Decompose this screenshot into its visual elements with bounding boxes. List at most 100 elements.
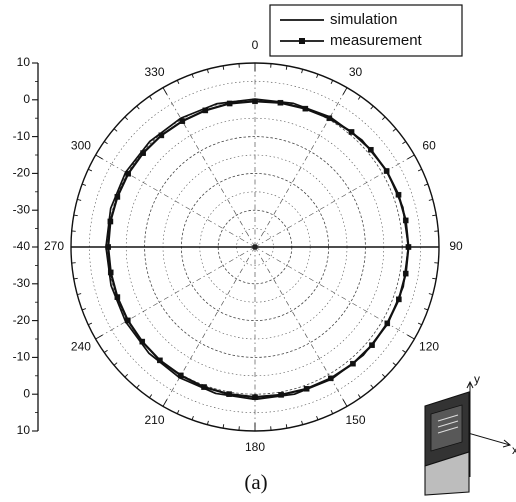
measurement-point-110 bbox=[396, 296, 402, 303]
angular-tick bbox=[81, 183, 87, 186]
measurement-point-280 bbox=[107, 218, 114, 225]
angular-tick bbox=[113, 362, 118, 366]
angular-tick bbox=[370, 384, 374, 389]
measurement-point-240 bbox=[125, 317, 131, 324]
angular-tick bbox=[392, 128, 397, 132]
angular-tick bbox=[342, 87, 348, 95]
angular-tick bbox=[136, 105, 140, 110]
angular-tick bbox=[432, 277, 437, 280]
angular-tick bbox=[73, 214, 78, 217]
inset-device-bottom bbox=[424, 451, 470, 496]
figure-caption: (a) bbox=[244, 470, 267, 494]
angular-tick bbox=[162, 87, 168, 95]
measurement-point-40 bbox=[348, 129, 355, 135]
angle-label-120: 120 bbox=[419, 340, 439, 354]
angular-tick bbox=[222, 424, 225, 429]
measurement-point-170 bbox=[278, 392, 284, 398]
legend-simulation-label: simulation bbox=[330, 11, 398, 28]
device-inset-illustration: yx bbox=[424, 372, 516, 496]
angular-tick bbox=[113, 128, 118, 132]
radial-spoke bbox=[254, 246, 348, 407]
angular-tick bbox=[73, 277, 78, 280]
radial-scale-label: -20 bbox=[13, 166, 31, 180]
angular-tick bbox=[428, 293, 433, 296]
angular-tick bbox=[285, 424, 288, 429]
angular-tick bbox=[423, 183, 429, 186]
angular-tick bbox=[417, 322, 422, 326]
angular-tick bbox=[407, 154, 415, 160]
angular-tick bbox=[206, 420, 209, 425]
angular-tick bbox=[381, 373, 386, 378]
angle-label-90: 90 bbox=[449, 239, 463, 253]
legend-box: simulation measurement bbox=[269, 4, 463, 57]
grid-circle bbox=[144, 136, 366, 358]
radial-scale-label: 10 bbox=[17, 55, 31, 69]
measurement-point-300 bbox=[125, 170, 131, 177]
measurement-point-80 bbox=[402, 217, 409, 224]
radial-scale-label: 0 bbox=[23, 386, 30, 400]
angular-tick bbox=[81, 308, 87, 311]
radial-spoke bbox=[95, 246, 256, 340]
inset-device-line-2 bbox=[437, 420, 459, 428]
radial-scale-axis: 10 0 -10 -20 -30 -40 -30 -20 -10 0 10 bbox=[13, 55, 39, 437]
radial-scale-label: -10 bbox=[13, 129, 31, 143]
measurement-point-270 bbox=[105, 244, 111, 250]
inset-device-line-3 bbox=[437, 426, 459, 434]
angular-tick bbox=[417, 168, 422, 172]
angle-label-0: 0 bbox=[252, 38, 259, 52]
radial-scale-label: -30 bbox=[13, 202, 31, 216]
angle-label-60: 60 bbox=[422, 139, 436, 153]
angle-label-180: 180 bbox=[245, 440, 265, 454]
measurement-point-210 bbox=[178, 372, 184, 379]
angle-label-300: 300 bbox=[71, 139, 91, 153]
series-measurement bbox=[105, 98, 412, 400]
measurement-point-250 bbox=[114, 294, 121, 300]
angular-tick bbox=[301, 69, 304, 74]
angular-tick bbox=[402, 349, 406, 353]
angle-label-270: 270 bbox=[44, 239, 64, 253]
angular-tick bbox=[392, 362, 397, 366]
angular-tick bbox=[222, 65, 225, 70]
angle-label-210: 210 bbox=[144, 413, 164, 427]
inset-x-label: x bbox=[512, 443, 516, 457]
radial-scale-label: -30 bbox=[13, 276, 31, 290]
angular-tick bbox=[95, 334, 103, 340]
radial-spoke bbox=[254, 246, 415, 340]
legend-measurement-marker bbox=[299, 38, 305, 44]
angular-tick bbox=[206, 69, 209, 74]
measurement-point-310 bbox=[140, 150, 146, 156]
measurement-point-330 bbox=[179, 118, 186, 124]
angular-tick bbox=[136, 384, 140, 389]
angular-tick bbox=[407, 334, 415, 340]
angular-tick bbox=[330, 80, 334, 85]
radial-scale-label: -20 bbox=[13, 313, 31, 327]
measurement-point-260 bbox=[107, 269, 114, 276]
radial-scale-label: -10 bbox=[13, 350, 31, 364]
radial-scale-label: -40 bbox=[13, 239, 31, 253]
measurement-point-20 bbox=[302, 105, 309, 112]
angular-tick bbox=[428, 198, 433, 201]
angular-tick bbox=[176, 409, 180, 414]
measurement-point-290 bbox=[114, 194, 121, 200]
angular-tick bbox=[316, 415, 319, 421]
radial-scale-label: 0 bbox=[23, 92, 30, 106]
measurement-point-230 bbox=[139, 338, 146, 345]
measurement-point-30 bbox=[326, 115, 333, 122]
angular-tick bbox=[95, 154, 103, 160]
radial-spoke bbox=[254, 87, 348, 248]
angular-tick bbox=[162, 399, 168, 407]
inset-y-label: y bbox=[474, 372, 480, 386]
measurement-point-220 bbox=[157, 357, 163, 364]
angular-tick bbox=[149, 96, 153, 100]
measurement-point-60 bbox=[383, 168, 390, 174]
angular-tick bbox=[104, 141, 108, 145]
center-point bbox=[252, 244, 258, 250]
measurement-point-70 bbox=[395, 191, 402, 198]
measurement-point-140 bbox=[350, 360, 356, 367]
angular-tick bbox=[77, 293, 82, 296]
angular-tick bbox=[381, 116, 386, 121]
angle-labels: 0 30 60 90 120 150 180 210 240 270 300 330 bbox=[44, 38, 463, 454]
angular-tick bbox=[370, 105, 374, 110]
angular-tick bbox=[285, 65, 288, 70]
